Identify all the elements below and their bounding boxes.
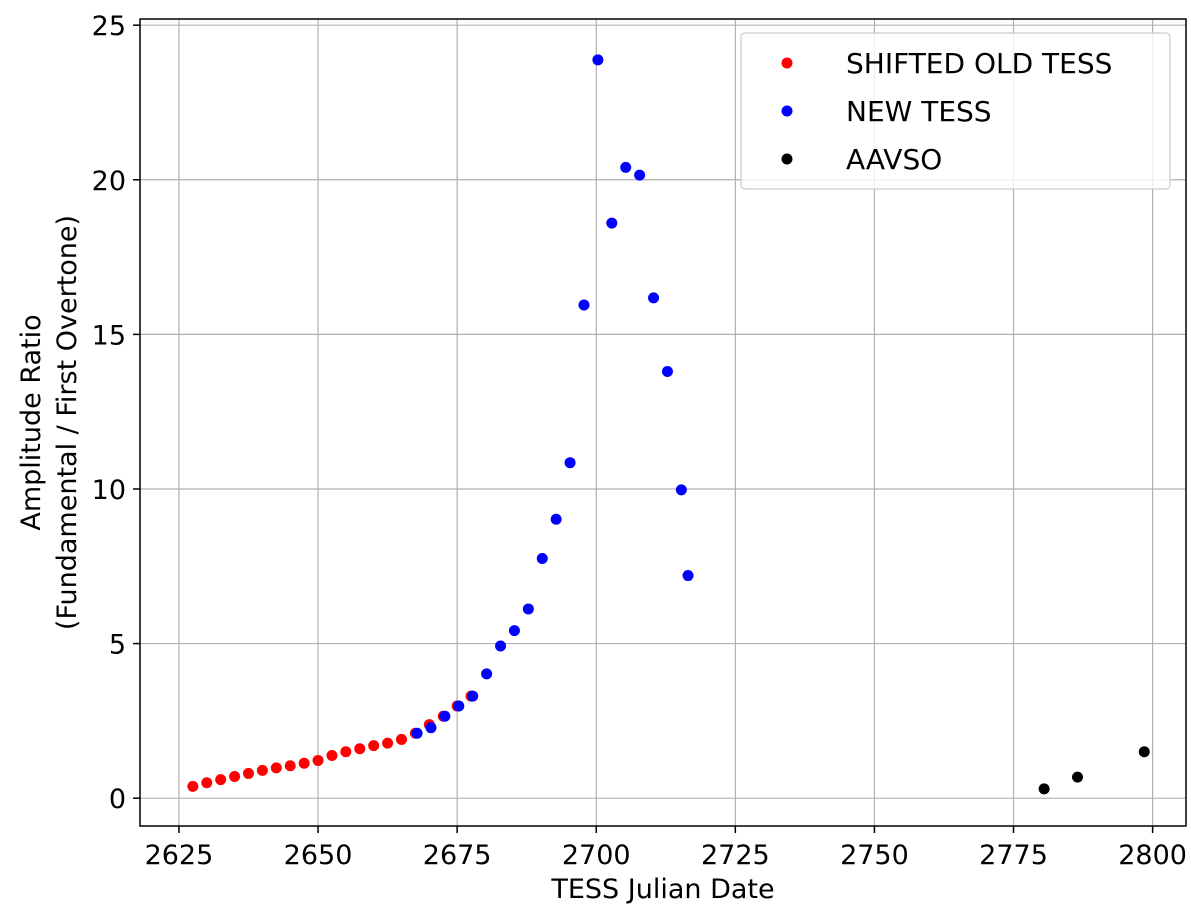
data-point: [522, 603, 534, 615]
data-point: [411, 727, 423, 739]
legend: SHIFTED OLD TESS NEW TESS AAVSO: [740, 32, 1171, 190]
data-point: [564, 457, 576, 469]
data-point: [495, 640, 507, 652]
data-point: [648, 292, 660, 304]
data-point: [550, 513, 562, 525]
data-point: [425, 722, 437, 734]
data-point: [187, 780, 199, 792]
data-point: [578, 299, 590, 311]
data-point: [620, 161, 632, 173]
y-tick-label: 25: [92, 11, 126, 42]
data-point: [1138, 746, 1150, 758]
y-axis-label-line-1: Amplitude Ratio: [16, 314, 47, 530]
data-layer: [187, 54, 1150, 795]
data-point: [326, 750, 338, 762]
data-point: [284, 760, 296, 772]
x-tick-label: 2775: [979, 840, 1048, 871]
x-tick-label: 2700: [562, 840, 631, 871]
legend-label: NEW TESS: [846, 95, 992, 128]
x-tick-label: 2650: [284, 840, 353, 871]
x-tick-label: 2800: [1118, 840, 1187, 871]
legend-marker: [781, 153, 793, 165]
data-point: [340, 746, 352, 758]
data-point: [467, 690, 479, 702]
data-point: [634, 169, 646, 181]
series-group: [187, 690, 477, 792]
x-tick-label: 2675: [423, 840, 492, 871]
data-point: [592, 54, 604, 66]
y-tick-label: 15: [92, 320, 126, 351]
legend-label: SHIFTED OLD TESS: [846, 47, 1112, 80]
data-point: [508, 625, 520, 637]
data-point: [675, 484, 687, 496]
data-point: [201, 777, 213, 789]
y-tick-label: 20: [92, 166, 126, 197]
data-point: [606, 217, 618, 229]
x-tick-label: 2750: [840, 840, 909, 871]
data-point: [396, 733, 407, 745]
x-tick-label: 2725: [701, 840, 770, 871]
plot-frame: [139, 18, 1187, 827]
data-point: [229, 771, 241, 783]
x-axis-label: TESS Julian Date: [550, 874, 774, 905]
legend-marker: [781, 57, 793, 69]
data-point: [439, 710, 451, 722]
y-axis-label-line-2: (Fundamental / First Overtone): [52, 215, 83, 630]
data-point: [661, 365, 673, 377]
data-point: [1038, 783, 1050, 795]
data-point: [382, 737, 394, 749]
legend-box: [740, 32, 1171, 190]
data-point: [312, 754, 324, 766]
data-point: [256, 764, 268, 776]
data-point: [682, 570, 694, 582]
tick-layer: 2625 2650 2675 2700 2725 2750 2775 2800 0 5 10 15 20…: [92, 11, 1187, 871]
legend-label: AAVSO: [846, 143, 942, 176]
x-tick-label: 2625: [145, 840, 214, 871]
legend-marker: [781, 105, 793, 117]
data-point: [453, 700, 465, 712]
data-point: [215, 774, 227, 786]
data-point: [354, 743, 366, 755]
series-group: [411, 54, 694, 739]
series-group: [1038, 746, 1150, 795]
y-tick-label: 10: [92, 475, 126, 506]
data-point: [368, 740, 380, 752]
data-point: [270, 762, 282, 774]
data-point: [481, 668, 493, 680]
data-point: [242, 767, 254, 779]
y-tick-label: 0: [109, 784, 126, 815]
data-point: [298, 757, 310, 769]
data-point: [1072, 771, 1084, 783]
data-point: [536, 553, 548, 565]
y-tick-label: 5: [109, 630, 126, 661]
